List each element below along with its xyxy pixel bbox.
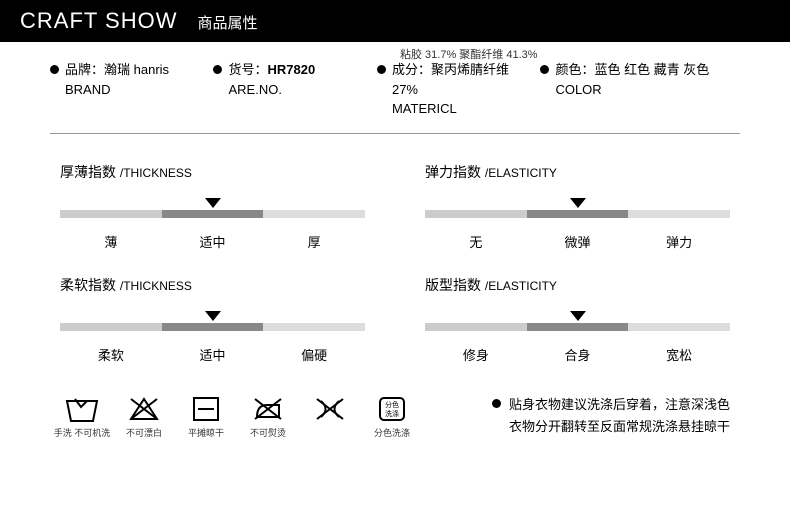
- gauge-elasticity: 弹力指数 /ELASTICITY 无 微弹 弹力: [425, 162, 730, 251]
- brand-value: 瀚瑞 hanris: [104, 62, 169, 77]
- gauge-fit: 版型指数 /ELASTICITY 修身 合身 宽松: [425, 275, 730, 364]
- brand-label-en: BRAND: [65, 80, 169, 100]
- attributes-row: 粘胶 31.7% 聚酯纤维 41.3% 品牌：瀚瑞 hanris BRAND 货…: [0, 42, 790, 123]
- attr-color: 颜色：蓝色 红色 藏青 灰色 COLOR: [540, 60, 740, 119]
- gauge-title-cn: 厚薄指数: [60, 164, 116, 180]
- care-separate-wash: 分色洗涤 分色洗涤: [370, 394, 414, 439]
- svg-text:分色: 分色: [385, 400, 399, 409]
- gauge-label: 修身: [425, 345, 527, 364]
- flat-dry-icon: [189, 394, 223, 424]
- attr-artno: 货号：HR7820 ARE.NO.: [213, 60, 366, 119]
- care-label: 分色洗涤: [374, 428, 410, 439]
- gauge-label: 薄: [60, 232, 162, 251]
- care-no-iron: 不可熨烫: [246, 394, 290, 439]
- svg-text:洗涤: 洗涤: [385, 409, 399, 418]
- bullet-icon: [213, 65, 222, 74]
- gauge-label: 宽松: [628, 345, 730, 364]
- gauge-label: 适中: [162, 345, 264, 364]
- material-label-en: MATERICL: [392, 99, 530, 119]
- care-note-line1: 贴身衣物建议洗涤后穿着，注意深浅色: [509, 394, 730, 416]
- material-label: 成分：: [392, 62, 431, 77]
- gauges-grid: 厚薄指数 /THICKNESS 薄 适中 厚 弹力指数 /ELASTICITY …: [0, 144, 790, 374]
- brand-label: 品牌：: [65, 62, 104, 77]
- gauge-label: 适中: [162, 232, 264, 251]
- color-label-en: COLOR: [555, 80, 709, 100]
- care-label: 不可熨烫: [250, 428, 286, 439]
- bullet-icon: [377, 65, 386, 74]
- no-wring-icon: [313, 394, 347, 424]
- gauge-title-cn: 版型指数: [425, 277, 481, 293]
- gauge-title-cn: 弹力指数: [425, 164, 481, 180]
- care-flat-dry: 平摊晾干: [184, 394, 228, 439]
- bullet-icon: [50, 65, 59, 74]
- hand-wash-icon: [65, 394, 99, 424]
- gauge-label: 弹力: [628, 232, 730, 251]
- gauge-softness: 柔软指数 /THICKNESS 柔软 适中 偏硬: [60, 275, 365, 364]
- bullet-icon: [492, 399, 501, 408]
- artno-label: 货号：: [228, 62, 267, 77]
- gauge-title-en: /THICKNESS: [120, 279, 192, 293]
- gauge-title-en: /THICKNESS: [120, 166, 192, 180]
- gauge-label: 合身: [527, 345, 629, 364]
- care-label: 平摊晾干: [188, 428, 224, 439]
- care-note-line2: 衣物分开翻转至反面常规洗涤悬挂晾干: [509, 416, 730, 438]
- artno-value: HR7820: [268, 62, 316, 77]
- color-value: 蓝色 红色 藏青 灰色: [594, 62, 709, 77]
- care-label: 不可漂白: [126, 428, 162, 439]
- divider: [50, 133, 740, 134]
- no-bleach-icon: [127, 394, 161, 424]
- gauge-label: 偏硬: [263, 345, 365, 364]
- gauge-label: 柔软: [60, 345, 162, 364]
- gauge-title-en: /ELASTICITY: [485, 166, 557, 180]
- header-title: CRAFT SHOW: [20, 8, 177, 34]
- care-no-wring: [308, 394, 352, 439]
- pointer-icon: [570, 311, 586, 321]
- gauge-label: 无: [425, 232, 527, 251]
- pointer-icon: [205, 311, 221, 321]
- gauge-label: 微弹: [527, 232, 629, 251]
- material-extra: 粘胶 31.7% 聚酯纤维 41.3%: [400, 46, 538, 62]
- pointer-icon: [205, 198, 221, 208]
- bullet-icon: [540, 65, 549, 74]
- care-label: 手洗 不可机洗: [54, 428, 111, 439]
- pointer-icon: [570, 198, 586, 208]
- color-label: 颜色：: [555, 62, 594, 77]
- separate-wash-icon: 分色洗涤: [375, 394, 409, 424]
- no-iron-icon: [251, 394, 285, 424]
- care-hand-wash: 手洗 不可机洗: [60, 394, 104, 439]
- gauge-title-en: /ELASTICITY: [485, 279, 557, 293]
- header-subtitle: 商品属性: [197, 12, 257, 33]
- care-note: 贴身衣物建议洗涤后穿着，注意深浅色 衣物分开翻转至反面常规洗涤悬挂晾干: [492, 394, 730, 438]
- care-row: 手洗 不可机洗 不可漂白 平摊晾干 不可熨烫 分色洗涤 分色洗涤 贴身衣物建议洗…: [0, 374, 790, 469]
- gauge-label: 厚: [263, 232, 365, 251]
- care-icons: 手洗 不可机洗 不可漂白 平摊晾干 不可熨烫 分色洗涤 分色洗涤: [60, 394, 414, 439]
- attr-brand: 品牌：瀚瑞 hanris BRAND: [50, 60, 203, 119]
- care-no-bleach: 不可漂白: [122, 394, 166, 439]
- gauge-thickness: 厚薄指数 /THICKNESS 薄 适中 厚: [60, 162, 365, 251]
- attr-material: 成分：聚丙烯腈纤维 27% MATERICL: [377, 60, 530, 119]
- header: CRAFT SHOW 商品属性: [0, 0, 790, 42]
- artno-label-en: ARE.NO.: [228, 80, 315, 100]
- gauge-title-cn: 柔软指数: [60, 277, 116, 293]
